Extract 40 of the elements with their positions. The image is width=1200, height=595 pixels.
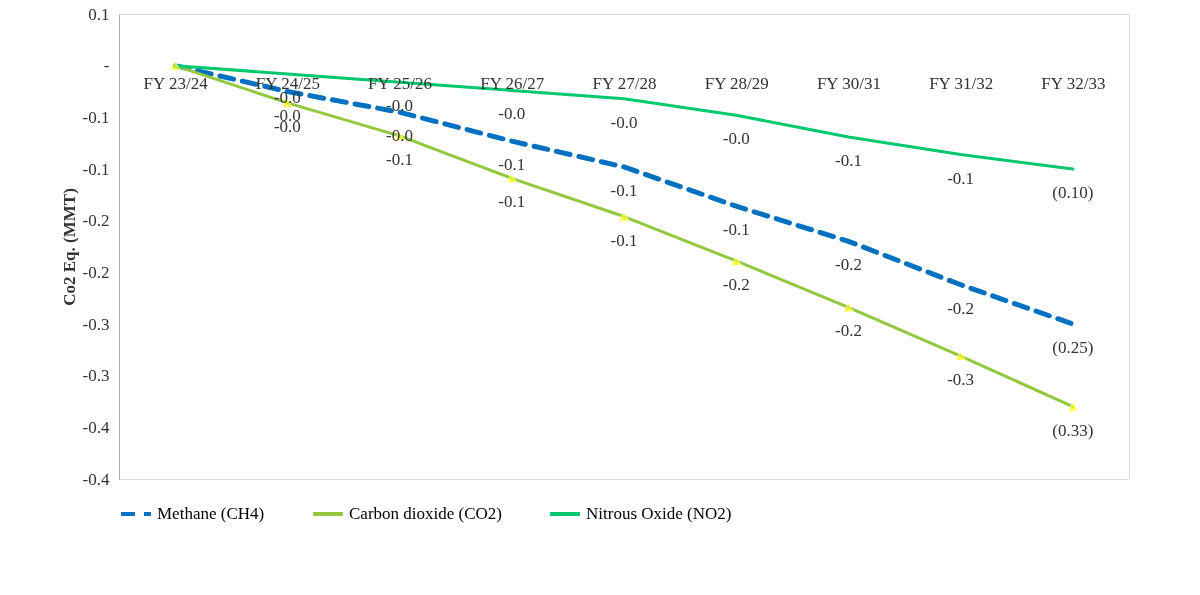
y-tick-label: -0.3 bbox=[82, 366, 110, 386]
data-label: -0.1 bbox=[386, 149, 414, 169]
data-label: -0.0 bbox=[722, 129, 750, 149]
data-label: -0.3 bbox=[947, 370, 975, 390]
x-tick-label: FY 28/29 bbox=[704, 74, 769, 94]
y-tick-label: -0.1 bbox=[82, 159, 110, 179]
data-label: -0.0 bbox=[610, 112, 638, 132]
data-label: -0.1 bbox=[498, 192, 526, 212]
y-tick-label: -0.4 bbox=[82, 417, 110, 437]
x-tick-label: FY 23/24 bbox=[143, 74, 209, 94]
y-tick-label: - bbox=[103, 56, 110, 76]
legend-label: Carbon dioxide (CO2) bbox=[349, 504, 502, 523]
x-tick-label: FY 30/31 bbox=[816, 74, 881, 94]
data-label: -0.1 bbox=[610, 230, 638, 250]
legend-label: Methane (CH4) bbox=[157, 504, 265, 523]
y-tick-label: -0.2 bbox=[82, 211, 110, 231]
data-label: -0.2 bbox=[947, 298, 975, 318]
data-label: (0.25) bbox=[1052, 338, 1094, 357]
data-label: (0.10) bbox=[1052, 183, 1094, 202]
y-axis-title: Co2 Eq. (MMT) bbox=[59, 188, 79, 306]
data-label: -0.0 bbox=[386, 96, 414, 116]
legend-label: Nitrous Oxide (NO2) bbox=[586, 504, 732, 523]
data-label: (0.33) bbox=[1052, 420, 1094, 440]
data-label: -0.2 bbox=[834, 255, 862, 275]
y-tick-label: -0.1 bbox=[82, 107, 110, 127]
y-tick-label: -0.4 bbox=[82, 469, 110, 489]
data-label: -0.1 bbox=[947, 168, 975, 188]
data-label: -0.1 bbox=[610, 180, 638, 200]
data-label: -0.1 bbox=[834, 150, 862, 170]
data-label: -0.1 bbox=[498, 155, 526, 175]
data-label: -0.1 bbox=[722, 220, 750, 240]
x-tick-label: FY 31/32 bbox=[929, 74, 994, 94]
data-label: -0.2 bbox=[722, 274, 750, 294]
data-label: -0.2 bbox=[834, 321, 862, 341]
y-tick-label: -0.3 bbox=[82, 314, 110, 334]
data-label: -0.0 bbox=[498, 104, 526, 124]
y-tick-label: 0.1 bbox=[88, 4, 110, 24]
x-tick-label: FY 27/28 bbox=[592, 74, 657, 94]
y-tick-label: -0.2 bbox=[82, 262, 110, 282]
x-tick-label: FY 32/33 bbox=[1041, 74, 1106, 94]
